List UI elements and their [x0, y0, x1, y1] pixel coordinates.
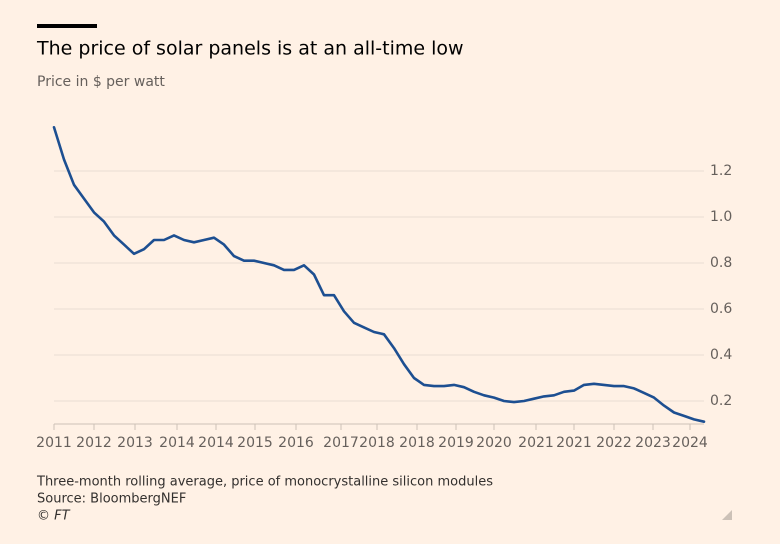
- y-tick-label: 0.6: [710, 301, 732, 317]
- y-tick-label: 1.0: [710, 209, 732, 225]
- copyright: © FT: [37, 509, 71, 524]
- y-tick-label: 0.4: [710, 347, 732, 363]
- y-tick-label: 1.2: [710, 163, 732, 179]
- x-tick-label: 2014: [159, 435, 195, 451]
- chart-title: The price of solar panels is at an all-t…: [36, 38, 464, 60]
- x-tick-label: 2018: [359, 435, 395, 451]
- x-tick-label: 2018: [399, 435, 435, 451]
- x-tick-label: 2024: [672, 435, 708, 451]
- x-tick-label: 2023: [635, 435, 671, 451]
- title-bar: [37, 24, 97, 28]
- x-tick-label: 2016: [278, 435, 314, 451]
- line-series: [52, 126, 706, 423]
- x-tick-label: 2011: [36, 435, 72, 451]
- x-tick-label: 2019: [438, 435, 474, 451]
- x-tick-label: 2012: [76, 435, 112, 451]
- chart-subtitle: Price in $ per watt: [37, 74, 165, 90]
- x-tick-label: 2021: [556, 435, 592, 451]
- y-tick-label: 0.2: [710, 393, 732, 409]
- note: Three-month rolling average, price of mo…: [36, 475, 493, 490]
- x-tick-label: 2013: [117, 435, 153, 451]
- x-tick-label: 2020: [476, 435, 512, 451]
- x-tick-label: 2022: [596, 435, 632, 451]
- resize-corner: [722, 510, 732, 520]
- x-tick-label: 2021: [518, 435, 554, 451]
- y-tick-label: 0.8: [710, 255, 732, 271]
- x-tick-label: 2015: [237, 435, 273, 451]
- x-tick-label: 2017: [323, 435, 359, 451]
- source: Source: BloombergNEF: [37, 492, 186, 507]
- x-tick-label: 2014: [198, 435, 234, 451]
